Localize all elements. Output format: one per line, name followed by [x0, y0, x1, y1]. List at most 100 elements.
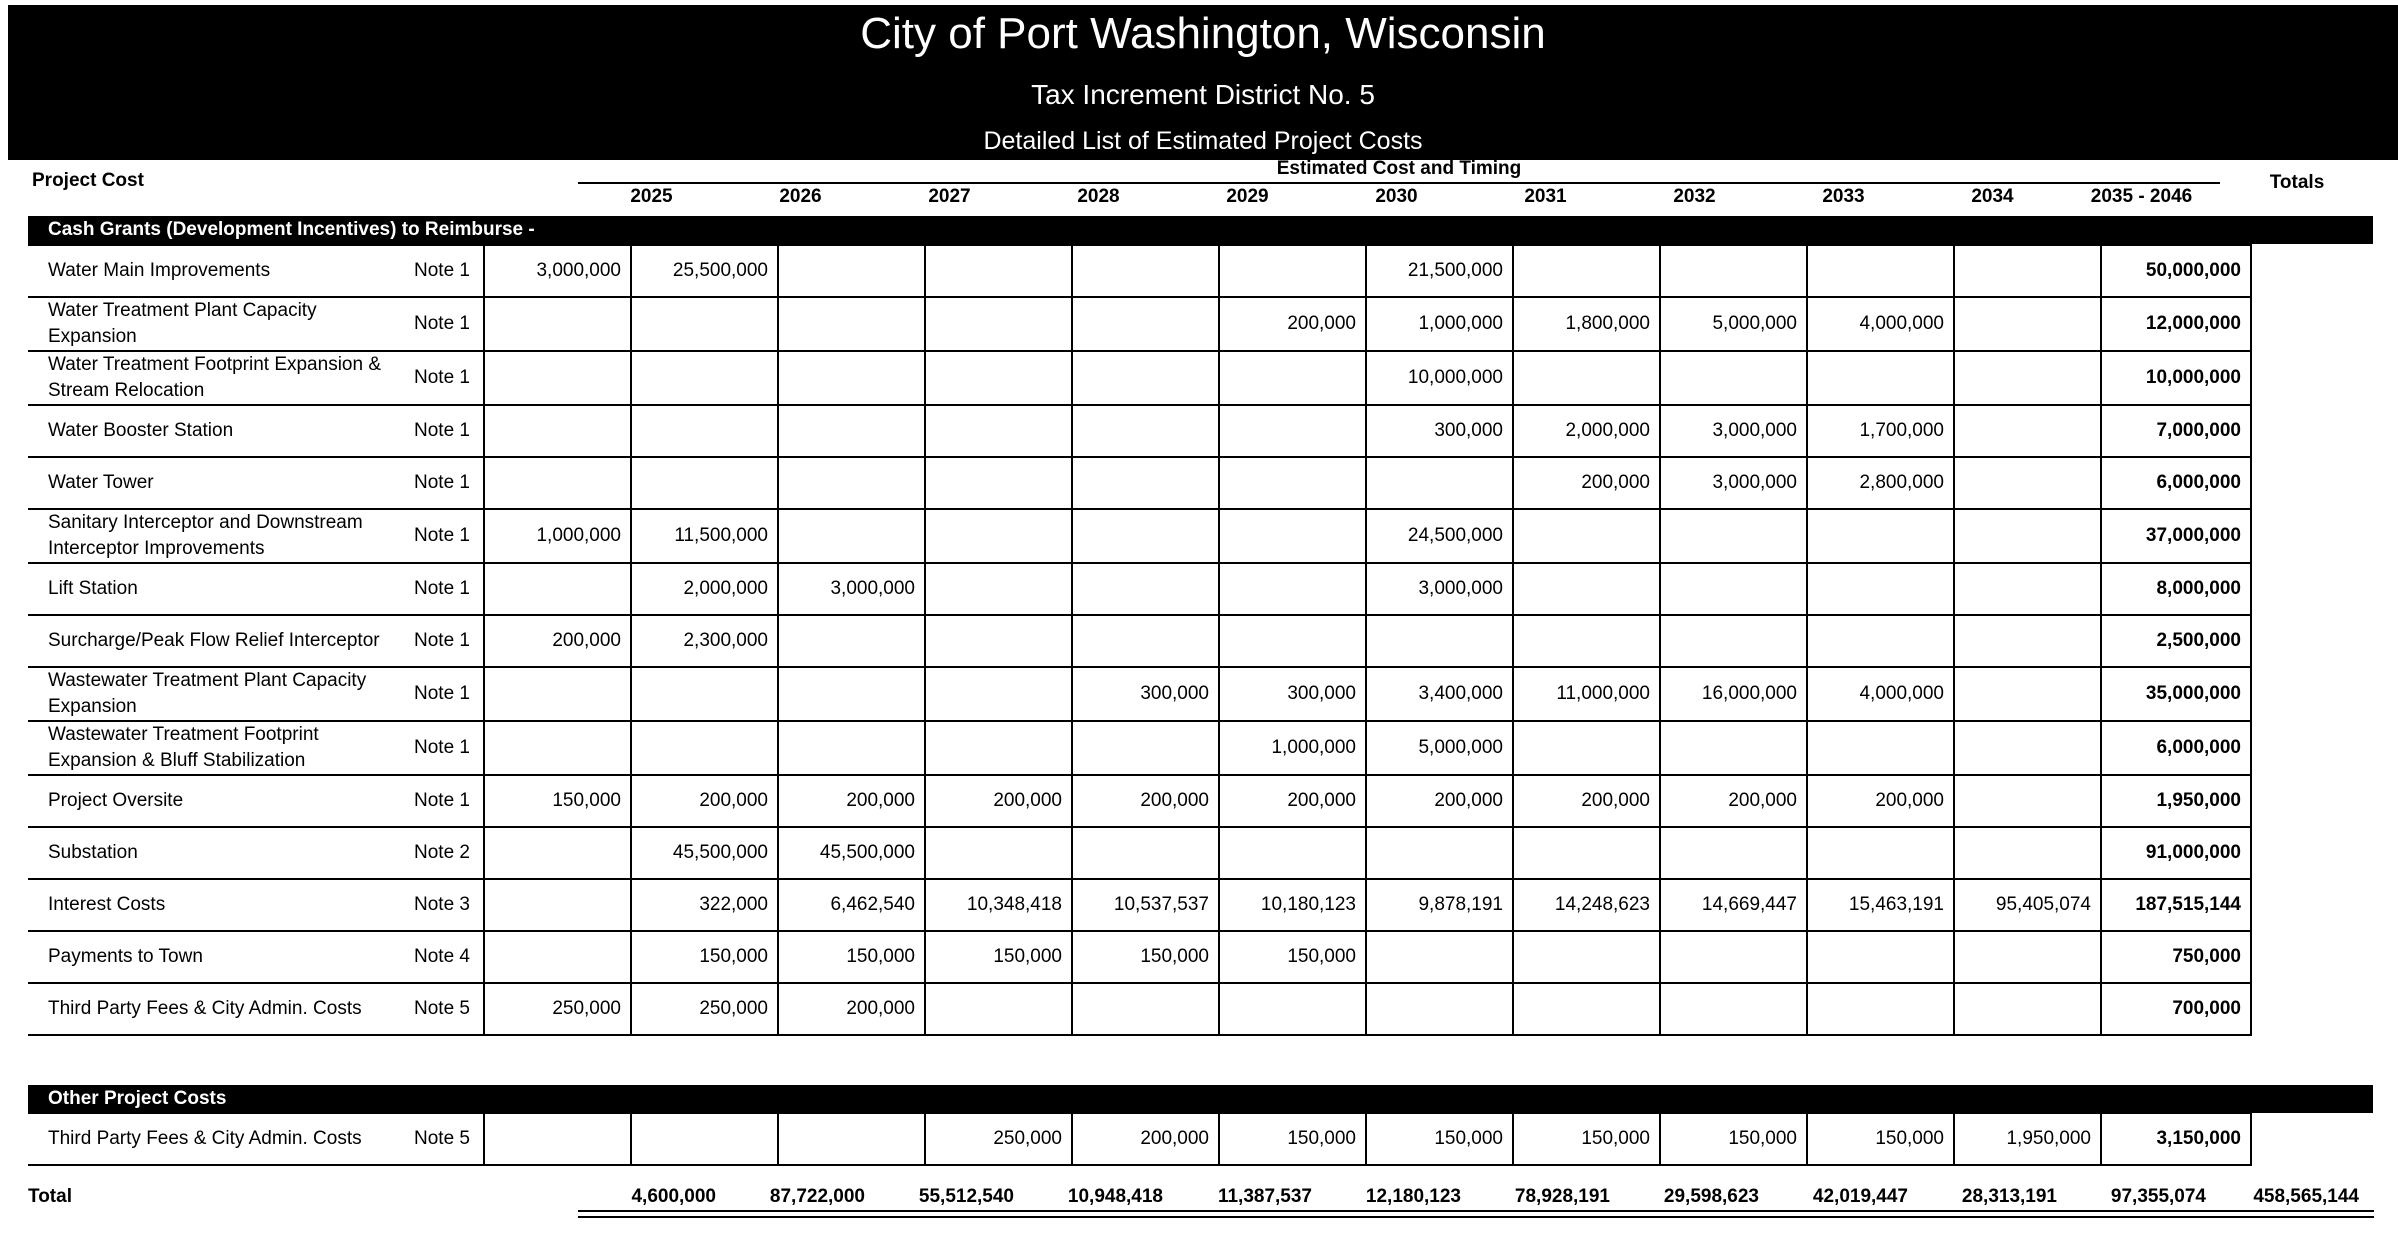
project-cell: Water Main Improvements Note 1 [28, 244, 485, 298]
amount-cell: 14,669,447 [1659, 878, 1808, 932]
amount-cell [630, 1112, 779, 1166]
amount-cell [924, 350, 1073, 406]
report-title: City of Port Washington, Wisconsin [860, 9, 1546, 58]
amount-cell [1218, 456, 1367, 510]
section-title: Cash Grants (Development Incentives) to … [48, 219, 535, 240]
amount-cell [1659, 982, 1808, 1036]
amount-cell: 95,405,074 [1953, 878, 2102, 932]
amount-cell [1365, 930, 1514, 984]
amount-cell [924, 244, 1073, 298]
note-ref: Note 1 [414, 525, 470, 546]
amount-cell [1806, 826, 1955, 880]
amount-cell [1806, 508, 1955, 564]
year-header: 2028 [1077, 186, 1120, 207]
amount-cell [1953, 614, 2102, 668]
section-header-other-costs: Other Project Costs [28, 1085, 2373, 1113]
row-total-cell: 187,515,144 [2100, 878, 2252, 932]
amount-cell: 25,500,000 [630, 244, 779, 298]
amount-cell [1071, 720, 1220, 776]
year-header: 2029 [1226, 186, 1269, 207]
amount-cell [1659, 826, 1808, 880]
amount-cell [630, 296, 779, 352]
note-ref: Note 1 [414, 683, 470, 704]
amount-cell [1953, 404, 2102, 458]
amount-cell [1953, 930, 2102, 984]
amount-cell: 300,000 [1071, 666, 1220, 722]
amount-cell [1953, 720, 2102, 776]
amount-cell [1071, 614, 1220, 668]
amount-cell [1659, 244, 1808, 298]
amount-cell: 150,000 [1218, 1112, 1367, 1166]
amount-cell [1806, 982, 1955, 1036]
amount-cell: 150,000 [924, 930, 1073, 984]
report-subtitle-2: Detailed List of Estimated Project Costs [983, 127, 1423, 155]
row-total-cell: 3,150,000 [2100, 1112, 2252, 1166]
row-total-cell: 91,000,000 [2100, 826, 2252, 880]
table-row: Project Oversite Note 1 150,000 200,000 200,… [28, 774, 2252, 828]
note-ref: Note 3 [414, 894, 470, 915]
amount-cell [1071, 508, 1220, 564]
table-row: Wastewater Treatment Plant Capacity Expa… [28, 666, 2252, 722]
amount-cell: 300,000 [1365, 404, 1514, 458]
amount-cell: 200,000 [1218, 774, 1367, 828]
header-underline [578, 182, 2220, 184]
amount-cell [777, 1112, 926, 1166]
amount-cell [924, 666, 1073, 722]
row-total-cell: 1,950,000 [2100, 774, 2252, 828]
project-name: Wastewater Treatment Footprint Expansion… [48, 724, 319, 771]
project-cell: Substation Note 2 [28, 826, 485, 880]
double-underline [578, 1210, 2374, 1218]
amount-cell [1659, 508, 1808, 564]
amount-cell [630, 350, 779, 406]
total-amount: 78,928,191 [1514, 1186, 1610, 1207]
amount-cell [777, 244, 926, 298]
amount-cell [924, 614, 1073, 668]
amount-cell [483, 350, 632, 406]
project-cell: Lift Station Note 1 [28, 562, 485, 616]
amount-cell: 10,348,418 [924, 878, 1073, 932]
project-name: Wastewater Treatment Plant Capacity Expa… [48, 670, 367, 717]
amount-cell: 16,000,000 [1659, 666, 1808, 722]
row-total-cell: 35,000,000 [2100, 666, 2252, 722]
row-total-cell: 2,500,000 [2100, 614, 2252, 668]
amount-cell [924, 404, 1073, 458]
amount-cell [1071, 982, 1220, 1036]
amount-cell [1659, 562, 1808, 616]
amount-cell: 10,180,123 [1218, 878, 1367, 932]
amount-cell: 150,000 [630, 930, 779, 984]
table-row: Wastewater Treatment Footprint Expansion… [28, 720, 2252, 776]
amount-cell: 14,248,623 [1512, 878, 1661, 932]
table-row: Interest Costs Note 3 322,000 6,462,540 10,3… [28, 878, 2252, 932]
amount-cell: 200,000 [1512, 774, 1661, 828]
total-amount: 10,948,418 [1067, 1186, 1163, 1207]
amount-cell: 200,000 [1071, 1112, 1220, 1166]
amount-cell [777, 350, 926, 406]
amount-cell [924, 456, 1073, 510]
amount-cell: 3,000,000 [777, 562, 926, 616]
table-row: Water Treatment Plant Capacity Expansion… [28, 296, 2252, 352]
amount-cell: 250,000 [630, 982, 779, 1036]
total-amount: 55,512,540 [918, 1186, 1014, 1207]
amount-cell [1218, 404, 1367, 458]
total-amount: 4,600,000 [631, 1186, 716, 1207]
amount-cell [1218, 614, 1367, 668]
project-name: Substation [48, 842, 138, 863]
project-cell: Water Treatment Plant Capacity Expansion… [28, 296, 485, 352]
amount-cell: 150,000 [1365, 1112, 1514, 1166]
amount-cell [1953, 562, 2102, 616]
amount-cell [1365, 826, 1514, 880]
amount-cell: 15,463,191 [1806, 878, 1955, 932]
amount-cell [483, 720, 632, 776]
amount-cell [1953, 296, 2102, 352]
amount-cell: 150,000 [1806, 1112, 1955, 1166]
amount-cell: 200,000 [1071, 774, 1220, 828]
project-cost-header: Project Cost [32, 170, 144, 191]
table-row: Sanitary Interceptor and Downstream Inte… [28, 508, 2252, 564]
report-subtitle: Tax Increment District No. 5 [1031, 79, 1375, 110]
amount-cell [1806, 614, 1955, 668]
amount-cell [483, 562, 632, 616]
year-header: 2026 [779, 186, 822, 207]
amount-cell [1218, 508, 1367, 564]
amount-cell [1953, 982, 2102, 1036]
amount-cell [483, 456, 632, 510]
